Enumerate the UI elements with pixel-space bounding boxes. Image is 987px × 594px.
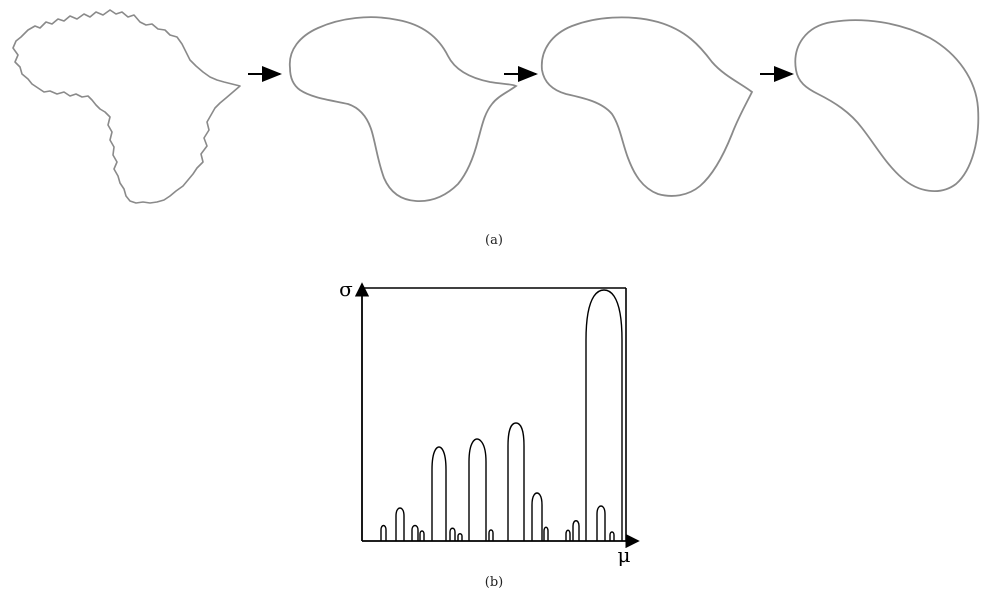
peak-tiny-10: [609, 531, 615, 541]
panel-b-caption: (b): [485, 575, 503, 590]
peak-tiny-2: [411, 524, 419, 541]
smoothed-outline-2: [540, 16, 754, 197]
peak-tallest: [585, 289, 623, 541]
peak-tiny-1: [380, 524, 387, 541]
peak-small-2: [395, 507, 405, 541]
y-axis-label: σ: [339, 277, 353, 301]
peak-small-1: [531, 492, 543, 541]
panel-a: (a): [12, 9, 980, 248]
peak-small-3: [596, 505, 606, 541]
peak-tiny-5: [457, 533, 463, 541]
peak-medium-2: [468, 438, 487, 541]
panel-b: σ μ (b): [339, 277, 640, 590]
peak-tiny-8: [565, 529, 571, 541]
peak-tiny-9: [572, 520, 580, 541]
panel-a-caption: (a): [485, 233, 503, 248]
smoothed-outline-1: [288, 16, 518, 202]
x-axis-label: μ: [618, 543, 631, 567]
peak-tiny-3: [419, 530, 425, 541]
peak-medium-1: [431, 446, 447, 541]
peak-tiny-6: [488, 529, 494, 541]
peaks: [380, 289, 623, 541]
smoothed-outline-3: [794, 19, 980, 192]
peak-tiny-4: [449, 527, 456, 541]
original-outline: [12, 9, 241, 204]
peak-medium-3: [507, 422, 525, 541]
peak-tiny-7: [543, 526, 549, 541]
